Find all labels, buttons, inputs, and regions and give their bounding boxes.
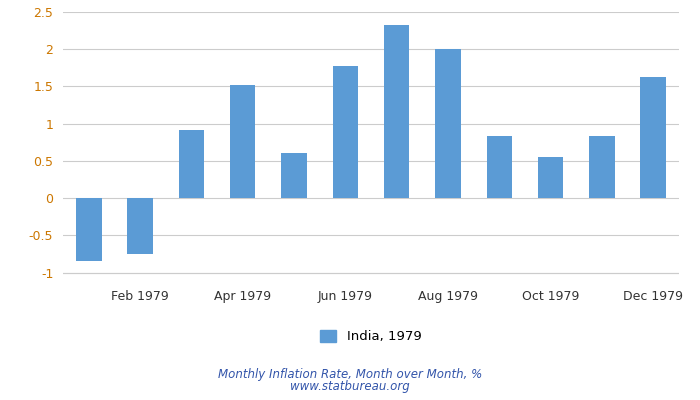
Bar [486, 136, 512, 198]
Bar [178, 130, 204, 198]
Bar [76, 198, 101, 261]
Bar [332, 66, 358, 198]
Bar [384, 25, 409, 198]
Bar [230, 85, 256, 198]
Bar [127, 198, 153, 254]
Bar [435, 49, 461, 198]
Bar [538, 157, 564, 198]
Bar [640, 77, 666, 198]
Text: www.statbureau.org: www.statbureau.org [290, 380, 410, 393]
Bar [281, 154, 307, 198]
Bar [589, 136, 615, 198]
Legend: India, 1979: India, 1979 [315, 324, 427, 348]
Text: Monthly Inflation Rate, Month over Month, %: Monthly Inflation Rate, Month over Month… [218, 368, 482, 381]
